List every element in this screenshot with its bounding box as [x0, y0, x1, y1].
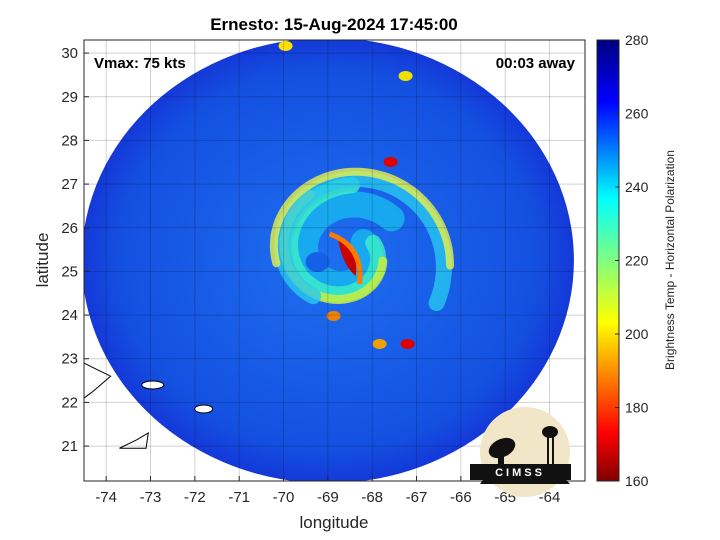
- colorbar-tick-label: 220: [625, 253, 649, 269]
- colorbar-ticks: 160 180 200 220 240 260 280: [615, 32, 649, 489]
- y-axis-ticks: 21 22 23 24 25 26 27 28 29 30: [61, 45, 89, 455]
- cold-cloud-spot: [326, 310, 341, 321]
- eyewall-edge: [328, 231, 363, 285]
- x-tick-label: -73: [140, 489, 162, 506]
- y-tick-label: 23: [61, 351, 78, 368]
- vmax-annotation: Vmax: 75 kts: [94, 55, 186, 72]
- colorbar-tick-label: 240: [625, 179, 649, 195]
- colorbar-label: Brightness Temp - Horizontal Polarizatio…: [663, 150, 677, 370]
- y-tick-label: 26: [61, 220, 78, 237]
- coastlines: [84, 362, 214, 449]
- x-tick-label: -66: [450, 489, 472, 506]
- colorbar-tick-label: 180: [625, 400, 649, 416]
- x-tick-label: -72: [184, 489, 206, 506]
- y-tick-label: 22: [61, 394, 78, 411]
- time-offset-annotation: 00:03 away: [496, 55, 576, 72]
- chart-title: Ernesto: 15-Aug-2024 17:45:00: [210, 15, 458, 34]
- x-axis-label: longitude: [299, 513, 368, 532]
- x-tick-label: -64: [539, 489, 561, 506]
- x-axis-ticks: -74 -73 -72 -71 -70 -69 -68 -67 -66 -65 -64: [95, 476, 560, 506]
- x-tick-label: -71: [228, 489, 250, 506]
- x-tick-label: -70: [273, 489, 295, 506]
- cold-cloud-spot: [383, 156, 398, 167]
- y-tick-label: 21: [61, 438, 78, 455]
- eyewall-core: [337, 235, 357, 276]
- logo-text: CIMSS: [495, 467, 545, 479]
- x-tick-label: -69: [317, 489, 339, 506]
- colorbar-tick-label: 260: [625, 106, 649, 122]
- y-tick-label: 24: [61, 307, 78, 324]
- x-tick-label: -68: [361, 489, 383, 506]
- cold-cloud-spot: [372, 338, 387, 349]
- colorbar-tick-label: 200: [625, 326, 649, 342]
- satellite-dish-icon: [488, 437, 516, 459]
- y-tick-label: 29: [61, 89, 78, 106]
- colorbar-tick-label: 280: [625, 32, 649, 48]
- colorbar-tick-label: 160: [625, 473, 649, 489]
- x-tick-label: -74: [95, 489, 117, 506]
- eye: [305, 251, 330, 272]
- y-tick-label: 27: [61, 176, 78, 193]
- y-tick-label: 28: [61, 132, 78, 149]
- cold-cloud-spot: [398, 70, 413, 81]
- cimss-logo: CIMSS: [470, 407, 571, 497]
- cold-cloud-spot: [278, 40, 293, 51]
- brightness-temp-swath: [84, 40, 574, 481]
- x-tick-label: -67: [406, 489, 428, 506]
- spiral-bands: [269, 40, 455, 349]
- y-tick-label: 30: [61, 45, 78, 62]
- grid-lines: [84, 40, 585, 481]
- cold-cloud-spot: [400, 338, 415, 349]
- y-tick-label: 25: [61, 263, 78, 280]
- y-axis-label: latitude: [33, 233, 52, 288]
- water-tower-icon: [542, 426, 558, 438]
- plot-frame: [83, 39, 586, 482]
